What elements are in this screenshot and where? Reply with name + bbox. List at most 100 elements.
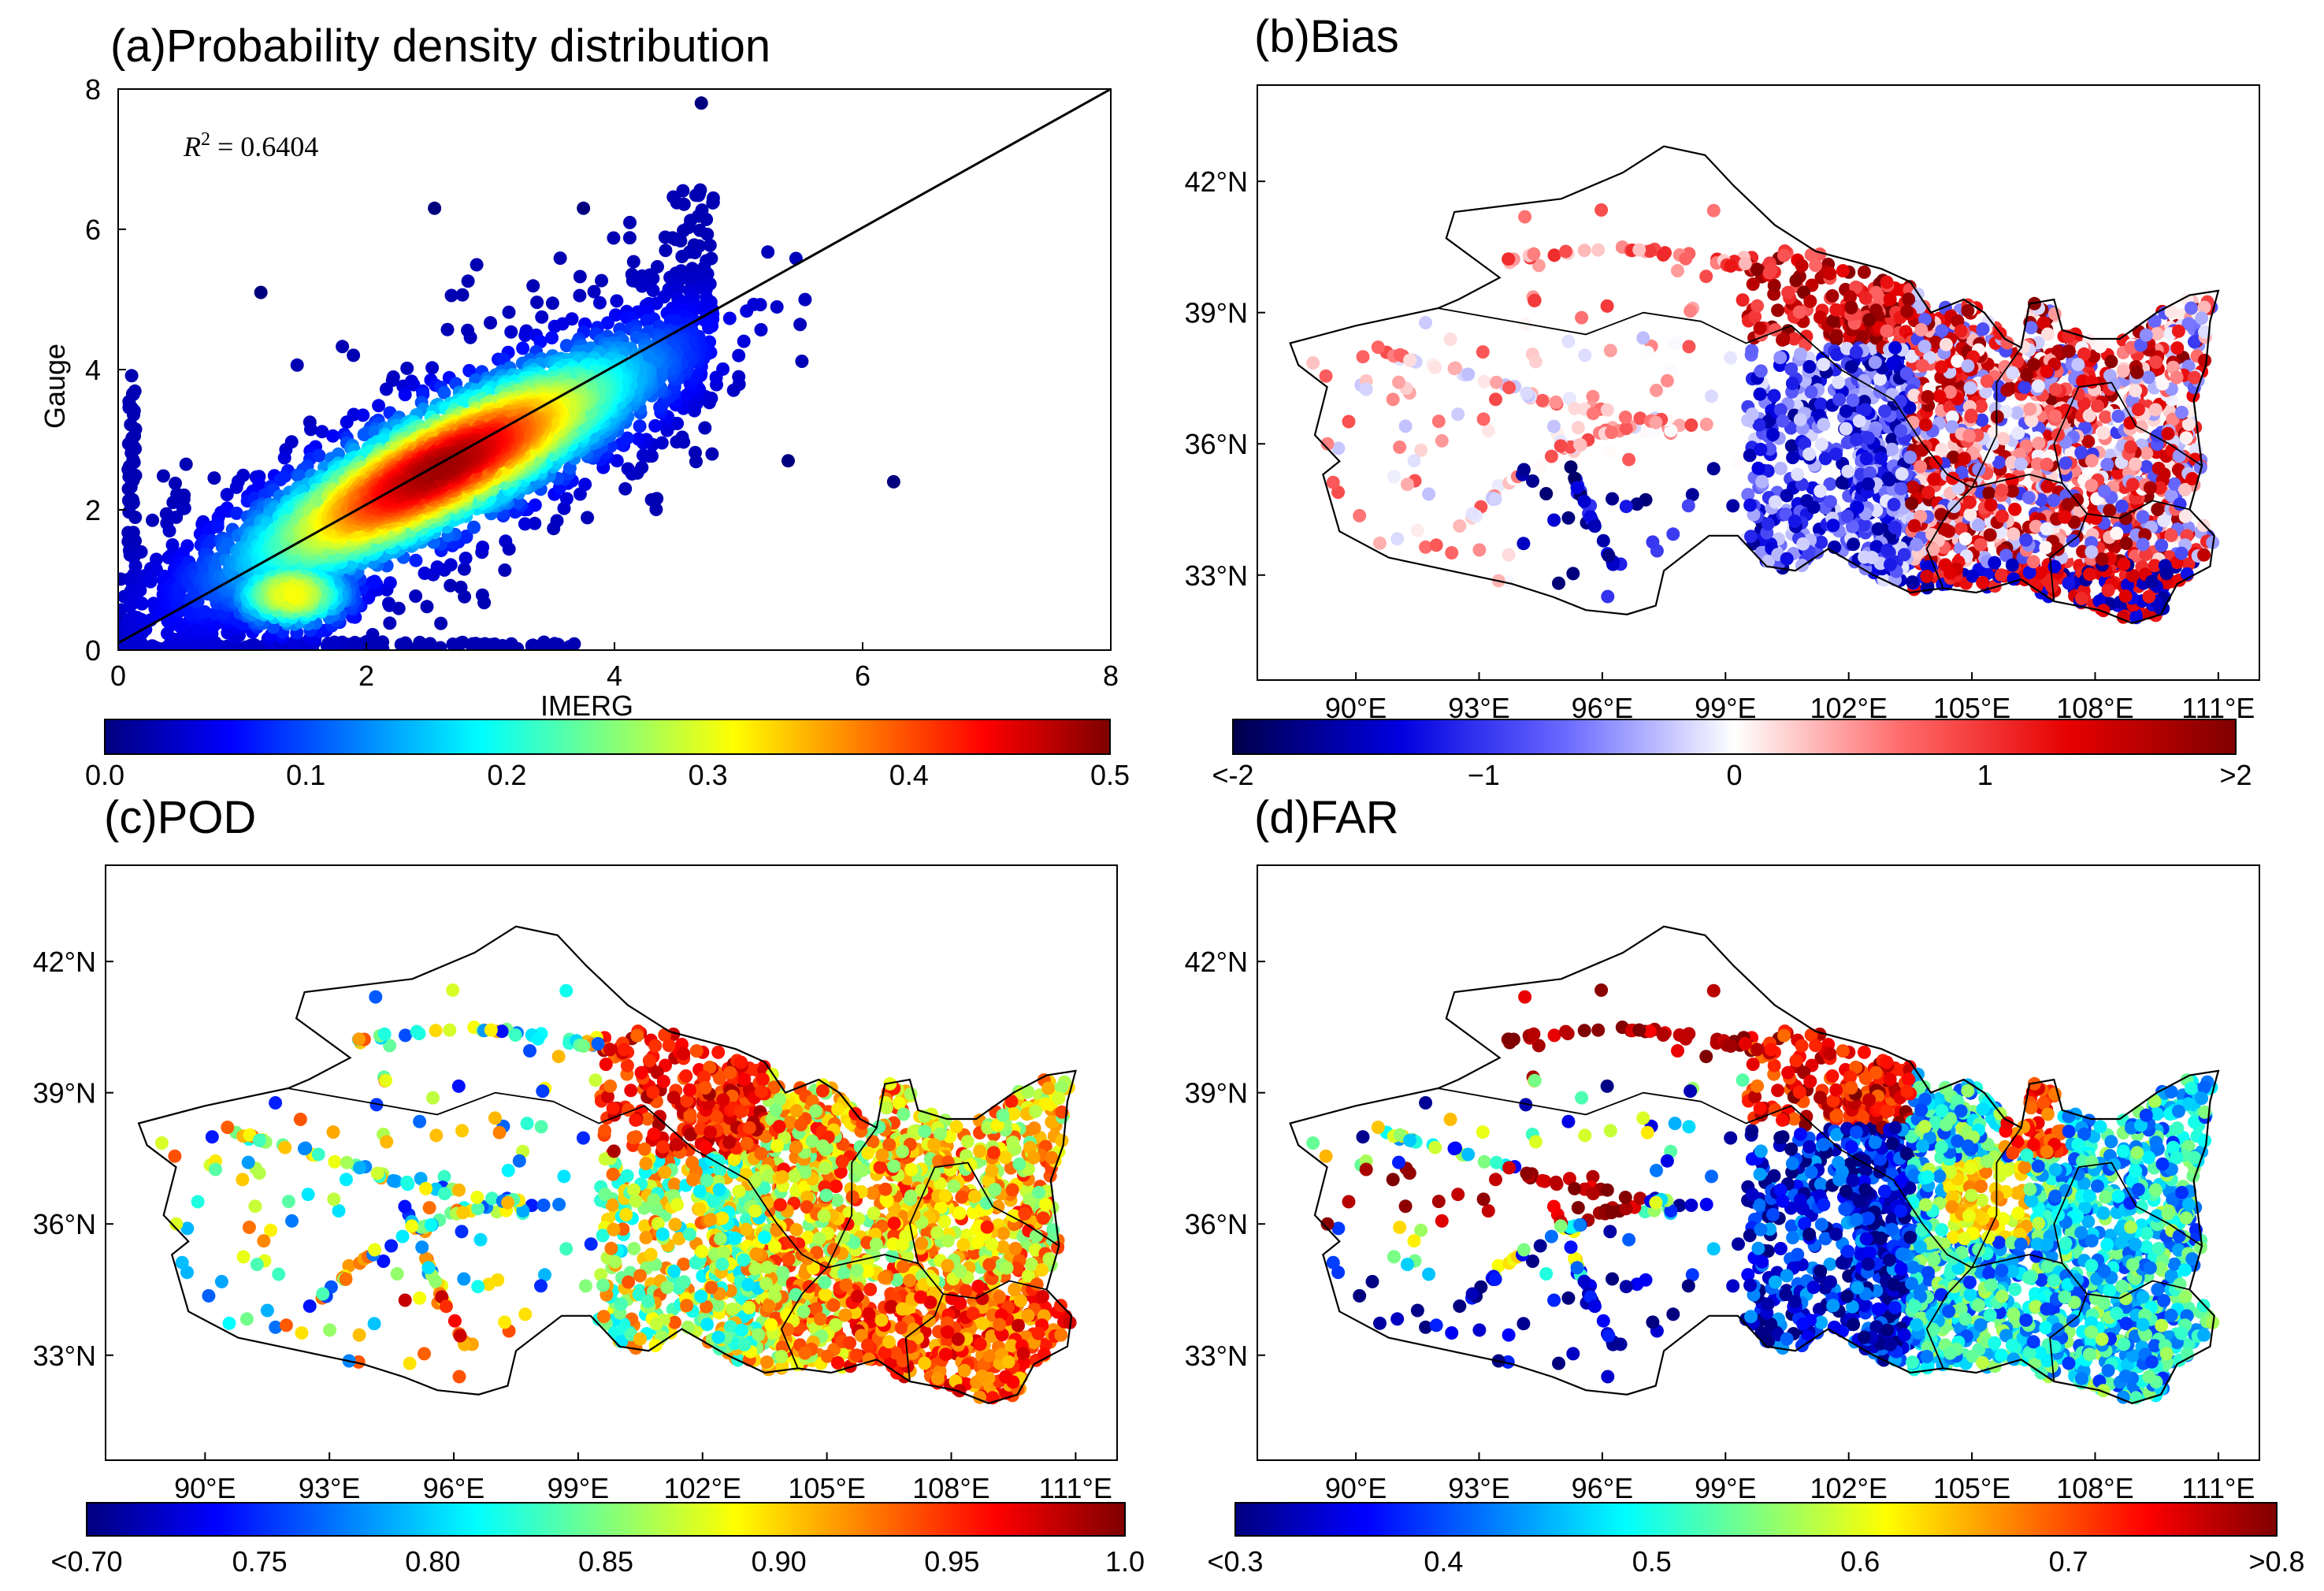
scatter-point bbox=[382, 597, 395, 611]
station-point bbox=[1767, 278, 1781, 292]
scatter-point bbox=[709, 370, 723, 385]
station-point bbox=[1595, 203, 1609, 217]
scatter-point bbox=[689, 445, 702, 459]
scatter-point bbox=[475, 588, 489, 602]
scatter-point bbox=[516, 341, 530, 355]
station-point bbox=[1823, 477, 1837, 491]
scatter-point bbox=[677, 197, 691, 211]
scatter-point bbox=[640, 314, 654, 328]
scatter-point bbox=[555, 317, 570, 331]
scatter-point bbox=[620, 431, 634, 445]
scatter-point bbox=[644, 493, 659, 507]
scatter-point bbox=[677, 224, 691, 238]
scatter-point bbox=[567, 637, 581, 650]
scatter-point bbox=[440, 322, 455, 336]
scatter-point bbox=[383, 576, 397, 590]
scatter-point bbox=[409, 553, 423, 567]
station-point bbox=[1671, 264, 1684, 277]
colorbar-tick-label: 0.1 bbox=[286, 759, 325, 791]
x-axis-label: IMERG bbox=[540, 690, 633, 722]
scatter-point bbox=[467, 520, 481, 534]
scatter-point bbox=[198, 605, 212, 619]
scatter-point bbox=[420, 600, 434, 614]
scatter-point bbox=[498, 563, 512, 577]
scatter-point bbox=[470, 258, 484, 272]
x-tick-label: 4 bbox=[607, 660, 622, 692]
scatter-point bbox=[573, 270, 587, 284]
scatter-point bbox=[135, 597, 149, 611]
scatter-point bbox=[444, 558, 458, 572]
station-point bbox=[1784, 439, 1799, 453]
station-point bbox=[1331, 441, 1346, 455]
scatter-point bbox=[134, 545, 148, 559]
scatter-point bbox=[273, 473, 288, 487]
scatter-point bbox=[700, 213, 714, 226]
scatter-point bbox=[368, 574, 382, 589]
y-tick-label: 6 bbox=[85, 214, 101, 246]
scatter-point bbox=[430, 560, 444, 574]
scatter-point bbox=[400, 361, 414, 375]
x-tick-label: 0 bbox=[110, 660, 126, 692]
scatter-point bbox=[545, 331, 559, 345]
colorbar-tick-label: 0.5 bbox=[1090, 759, 1130, 791]
station-point bbox=[1419, 316, 1433, 329]
scatter-point bbox=[635, 279, 649, 293]
y-tick-label: 2 bbox=[85, 494, 101, 526]
scatter-point bbox=[626, 255, 640, 269]
outlier-point bbox=[428, 201, 442, 215]
scatter-point bbox=[356, 408, 370, 422]
scatter-point bbox=[692, 188, 706, 203]
scatter-point bbox=[459, 530, 473, 543]
scatter-point bbox=[675, 430, 689, 444]
scatter-point bbox=[688, 246, 702, 259]
scatter-point bbox=[161, 626, 174, 641]
scatter-point bbox=[526, 279, 540, 293]
scatter-point bbox=[463, 330, 477, 344]
outlier-point bbox=[577, 201, 591, 215]
scatter-point bbox=[124, 480, 138, 494]
scatter-point bbox=[740, 304, 754, 318]
station-point bbox=[1601, 589, 1615, 604]
y-axis-label: Gauge bbox=[39, 344, 71, 429]
station-point bbox=[1606, 492, 1619, 506]
scatter-point bbox=[648, 418, 663, 433]
station-point bbox=[1435, 433, 1449, 448]
scatter-point bbox=[466, 637, 480, 650]
scatter-point bbox=[304, 422, 317, 437]
scatter-point bbox=[504, 325, 518, 339]
station-point bbox=[1818, 452, 1832, 466]
scatter-point bbox=[511, 496, 525, 510]
scatter-point bbox=[622, 231, 637, 245]
scatter-point bbox=[336, 340, 350, 354]
scatter-point bbox=[277, 451, 291, 465]
scatter-point bbox=[128, 511, 143, 524]
scatter-point bbox=[642, 350, 656, 364]
scatter-point bbox=[793, 318, 807, 332]
colorbar-a bbox=[104, 719, 1111, 755]
scatter-point bbox=[243, 638, 258, 650]
scatter-point bbox=[177, 501, 191, 515]
scatter-point bbox=[754, 323, 768, 336]
station-point bbox=[1517, 537, 1531, 551]
scatter-point bbox=[732, 370, 746, 384]
station-point bbox=[1387, 470, 1401, 484]
panel-b-title: (b)Bias bbox=[1254, 11, 1399, 62]
scatter-point bbox=[537, 635, 551, 649]
panel-b: (b)Bias 42°N39°N36°N33°N90°E 93°E 96°E 99°E… bbox=[1185, 11, 2260, 791]
station-point bbox=[1724, 351, 1738, 365]
outlier-point bbox=[781, 454, 795, 468]
scatter-point bbox=[398, 388, 412, 402]
station-point bbox=[1390, 532, 1405, 546]
scatter-point bbox=[706, 195, 720, 210]
scatter-point bbox=[207, 607, 221, 621]
scatter-point bbox=[124, 369, 139, 383]
scatter-point bbox=[553, 251, 567, 266]
map-b bbox=[1289, 145, 2220, 625]
scatter-point bbox=[394, 638, 408, 650]
scatter-point bbox=[312, 448, 326, 463]
scatter-point bbox=[418, 567, 432, 580]
